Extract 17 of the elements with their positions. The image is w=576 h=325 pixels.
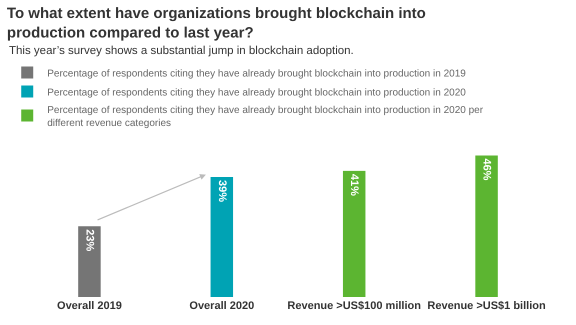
legend-label: Percentage of respondents citing they have already brought blockchain into production in 2020 per different revenue categories — [47, 104, 484, 129]
x-tick-label: Overall 2020 — [189, 300, 254, 312]
legend-label: Percentage of respondents citing they have already brought blockchain into production in 2019 — [47, 68, 466, 80]
data-label: 46% — [480, 158, 493, 181]
chart-subtitle: This year’s survey shows a substantial jump in blockchain adoption. — [9, 45, 354, 57]
data-label: 39% — [216, 180, 228, 202]
data-label: 41% — [348, 174, 360, 196]
bar — [210, 176, 234, 297]
x-tick-label: Revenue >US$100 million — [287, 300, 422, 312]
x-tick-label: Overall 2019 — [57, 300, 122, 312]
data-label: 23% — [83, 229, 96, 252]
bar — [342, 170, 366, 297]
legend-label: Percentage of respondents citing they have already brought blockchain into production in 2020 — [47, 87, 466, 98]
bar — [78, 226, 101, 297]
bar — [475, 155, 498, 297]
chart-title: To what extent have organizations brought blockchain into production compared to last year? — [6, 5, 426, 42]
x-tick-label: Revenue >US$1 billion — [427, 300, 546, 312]
